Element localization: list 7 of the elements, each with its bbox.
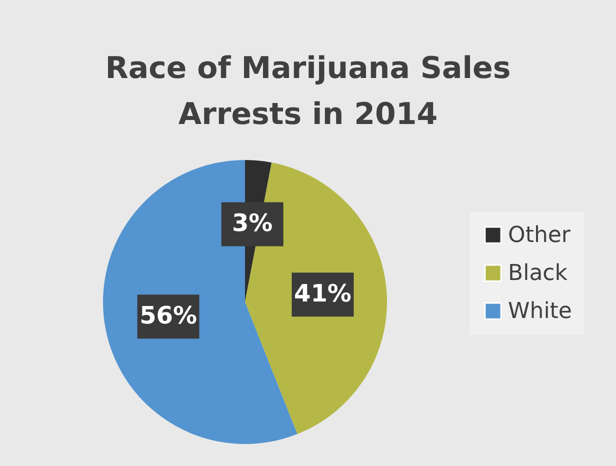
data-label: 41% <box>294 280 352 308</box>
data-label: 56% <box>140 302 198 330</box>
chart-title: Race of Marijuana Sales Arrests in 2014 <box>105 51 511 132</box>
data-label: 3% <box>232 209 273 238</box>
legend-label: Black <box>508 261 568 286</box>
legend-label: White <box>508 299 572 324</box>
legend-label: Other <box>508 223 572 248</box>
